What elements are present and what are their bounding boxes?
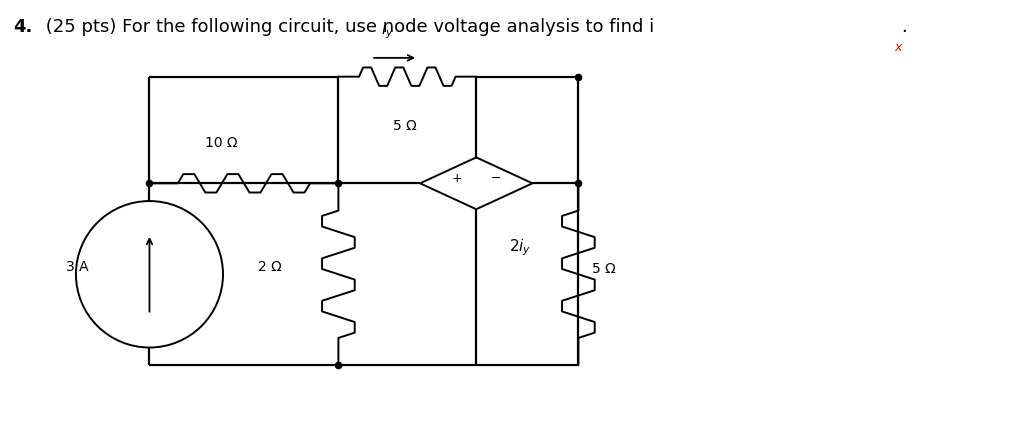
Text: (25 pts) For the following circuit, use node voltage analysis to find i: (25 pts) For the following circuit, use … bbox=[40, 18, 654, 36]
Text: 3 A: 3 A bbox=[66, 260, 88, 274]
Text: $i_y$: $i_y$ bbox=[381, 21, 394, 41]
Text: $2i_y$: $2i_y$ bbox=[509, 238, 531, 258]
Text: 5 Ω: 5 Ω bbox=[592, 262, 615, 276]
Text: +: + bbox=[452, 172, 462, 185]
Text: 5 Ω: 5 Ω bbox=[393, 119, 417, 133]
Text: .: . bbox=[901, 18, 907, 36]
Text: x: x bbox=[894, 41, 901, 54]
Text: 2 Ω: 2 Ω bbox=[258, 260, 283, 274]
Text: 10 Ω: 10 Ω bbox=[205, 136, 238, 150]
Text: 4.: 4. bbox=[13, 18, 33, 36]
Text: −: − bbox=[490, 172, 501, 185]
